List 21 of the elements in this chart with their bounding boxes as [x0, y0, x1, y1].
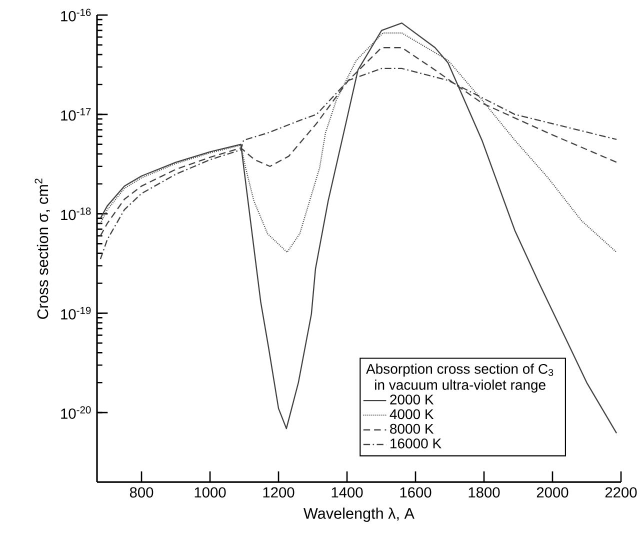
x-tick-label: 800 [130, 487, 154, 498]
x-tick-label: 2200 [605, 487, 637, 498]
x-tick-label: 1200 [263, 487, 294, 498]
y-tick-label: 10$^{-18}$ [61, 207, 91, 220]
legend-label: 16000 K [390, 438, 442, 448]
x-tick-label: 1800 [468, 487, 500, 498]
x-tick-label: 1600 [400, 487, 432, 498]
legend-label: 4000 K [390, 409, 434, 420]
legend-label: 2000 K [390, 394, 434, 404]
y-tick-label: 10$^{-17}$ [61, 108, 91, 121]
y-tick-label: 10$^{-19}$ [61, 306, 91, 320]
legend-label: 8000 K [390, 424, 434, 434]
y-axis-title: Cross section σ, cm$^{2}$ [34, 178, 50, 319]
x-tick-label: 1000 [194, 487, 226, 498]
x-tick-label: 2000 [536, 487, 568, 498]
legend-title: Absorption cross section of C$_{3}$ in vacuum ultra-violet range [366, 364, 554, 393]
y-tick-label: 10$^{-16}$ [61, 8, 91, 22]
line-series [100, 22, 618, 434]
x-axis-title: Wavelength λ, A [304, 508, 414, 522]
x-tick-label: 1400 [332, 487, 363, 498]
y-tick-label: 10$^{-20}$ [61, 406, 91, 419]
